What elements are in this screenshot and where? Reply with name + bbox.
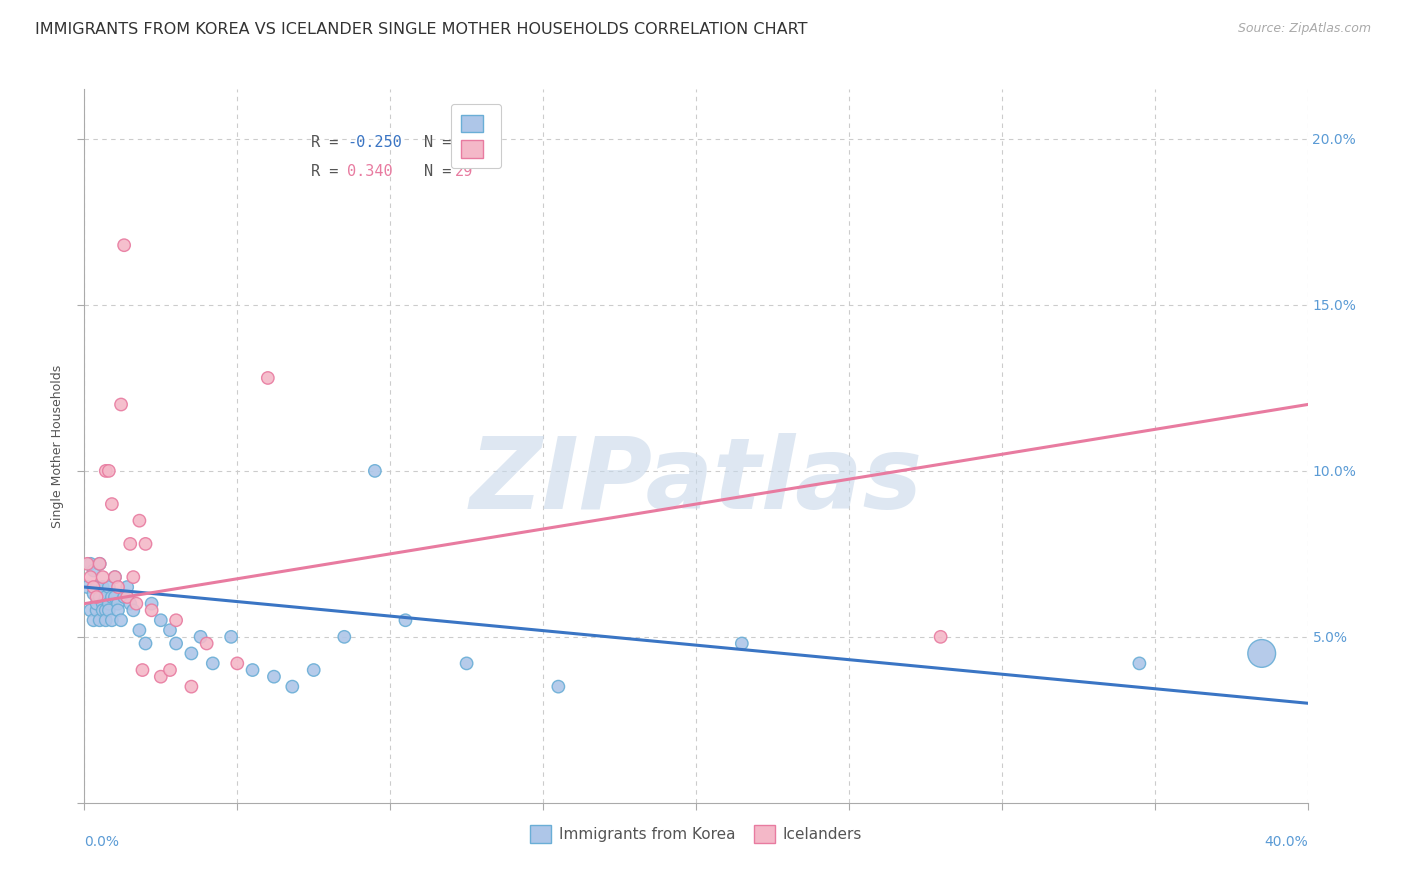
Point	[122, 603, 145, 617]
Point	[110, 613, 132, 627]
Point	[94, 603, 117, 617]
Point	[281, 680, 304, 694]
Point	[159, 663, 181, 677]
Point	[97, 464, 120, 478]
Text: N =: N =	[425, 136, 461, 150]
Point	[180, 647, 202, 661]
Point	[141, 597, 163, 611]
Point	[86, 590, 108, 604]
Point	[195, 636, 218, 650]
Point	[83, 587, 105, 601]
Point	[242, 663, 264, 677]
Text: R =: R =	[311, 136, 347, 150]
Point	[141, 603, 163, 617]
Point	[257, 371, 280, 385]
Point	[101, 590, 124, 604]
Text: 0.0%: 0.0%	[84, 835, 120, 849]
Point	[226, 657, 249, 671]
Point	[76, 557, 98, 571]
Y-axis label: Single Mother Households: Single Mother Households	[51, 364, 65, 528]
Point	[91, 580, 114, 594]
Point	[165, 613, 187, 627]
Text: -0.250: -0.250	[347, 136, 402, 150]
Point	[190, 630, 212, 644]
Text: 0.340: 0.340	[347, 164, 394, 178]
Point	[107, 597, 129, 611]
Point	[219, 630, 242, 644]
Point	[97, 597, 120, 611]
Point	[104, 590, 127, 604]
Text: 29: 29	[456, 164, 474, 178]
Point	[364, 464, 387, 478]
Point	[731, 636, 754, 650]
Point	[333, 630, 356, 644]
Point	[83, 564, 105, 578]
Point	[76, 580, 98, 594]
Point	[110, 397, 132, 411]
Point	[125, 597, 148, 611]
Point	[159, 624, 181, 638]
Point	[128, 624, 150, 638]
Point	[86, 597, 108, 611]
Point	[79, 570, 101, 584]
Point	[929, 630, 952, 644]
Point	[115, 580, 138, 594]
Point	[165, 636, 187, 650]
Point	[101, 613, 124, 627]
Point	[101, 497, 124, 511]
Point	[79, 603, 101, 617]
Point	[1250, 647, 1272, 661]
Point	[122, 570, 145, 584]
Text: R =: R =	[311, 164, 356, 178]
Point	[135, 537, 157, 551]
Point	[128, 514, 150, 528]
Point	[91, 603, 114, 617]
Point	[89, 590, 111, 604]
Point	[547, 680, 569, 694]
Text: ZIPatlas: ZIPatlas	[470, 434, 922, 530]
Point	[456, 657, 478, 671]
Point	[112, 590, 135, 604]
Point	[89, 613, 111, 627]
Text: N =: N =	[425, 164, 461, 178]
Point	[107, 603, 129, 617]
Point	[104, 570, 127, 584]
Point	[149, 670, 172, 684]
Point	[115, 590, 138, 604]
Point	[180, 680, 202, 694]
Point	[91, 597, 114, 611]
Point	[201, 657, 224, 671]
Point	[104, 570, 127, 584]
Point	[97, 603, 120, 617]
Point	[112, 238, 135, 252]
Point	[107, 580, 129, 594]
Point	[263, 670, 285, 684]
Point	[120, 597, 142, 611]
Point	[79, 557, 101, 571]
Text: Source: ZipAtlas.com: Source: ZipAtlas.com	[1237, 22, 1371, 36]
Point	[94, 613, 117, 627]
Point	[1128, 657, 1150, 671]
Point	[131, 663, 153, 677]
Point	[149, 613, 172, 627]
Point	[94, 464, 117, 478]
Point	[302, 663, 325, 677]
Point	[120, 537, 142, 551]
Point	[83, 580, 105, 594]
Text: IMMIGRANTS FROM KOREA VS ICELANDER SINGLE MOTHER HOUSEHOLDS CORRELATION CHART: IMMIGRANTS FROM KOREA VS ICELANDER SINGL…	[35, 22, 807, 37]
Text: 40.0%: 40.0%	[1264, 835, 1308, 849]
Point	[94, 590, 117, 604]
Point	[89, 557, 111, 571]
Point	[91, 570, 114, 584]
Point	[89, 557, 111, 571]
Point	[86, 580, 108, 594]
Text: 54: 54	[456, 136, 474, 150]
Point	[135, 636, 157, 650]
Point	[86, 603, 108, 617]
Point	[394, 613, 416, 627]
Point	[83, 613, 105, 627]
Point	[97, 580, 120, 594]
Legend: Immigrants from Korea, Icelanders: Immigrants from Korea, Icelanders	[523, 819, 869, 848]
